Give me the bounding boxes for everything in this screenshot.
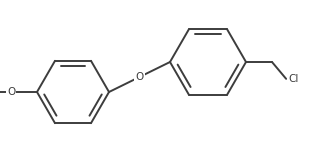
Text: O: O xyxy=(7,87,15,97)
Text: O: O xyxy=(136,72,144,82)
Text: Cl: Cl xyxy=(288,74,299,84)
